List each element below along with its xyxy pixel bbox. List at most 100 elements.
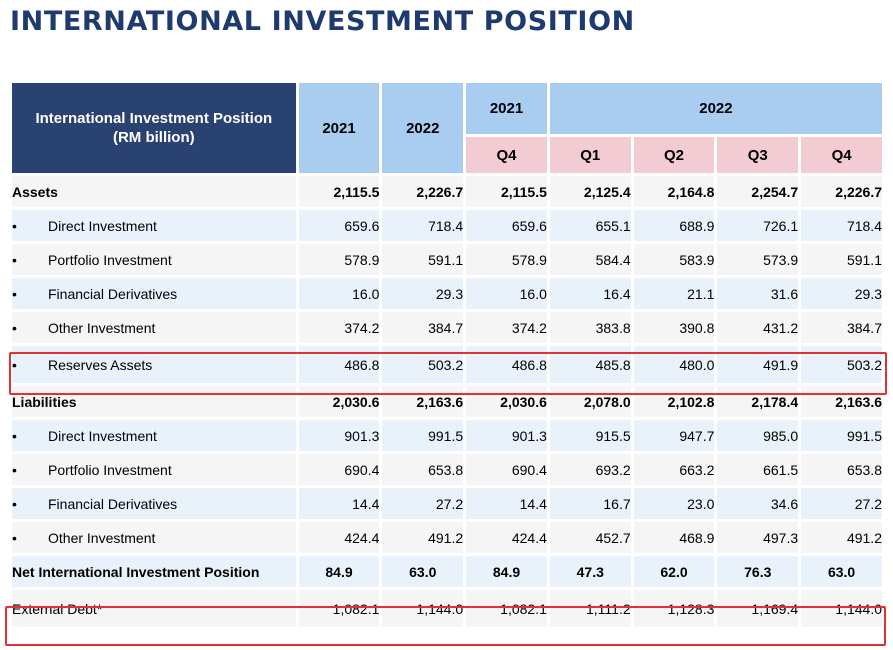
row-label: • Direct Investment bbox=[12, 420, 296, 451]
value-cell: 2,178.4 bbox=[717, 386, 799, 417]
table-row-other-investment: • Other Investment 374.2 384.7 374.2 383.8 390… bbox=[12, 312, 882, 343]
value-cell: 27.2 bbox=[382, 488, 464, 519]
value-cell: 2,115.5 bbox=[298, 176, 380, 207]
value-cell: 27.2 bbox=[801, 488, 882, 519]
row-label-text: Portfolio Investment bbox=[48, 251, 172, 268]
value-cell: 14.4 bbox=[466, 488, 547, 519]
bullet-icon: • bbox=[12, 461, 17, 478]
value-cell: 16.7 bbox=[549, 488, 631, 519]
value-cell: 901.3 bbox=[298, 420, 380, 451]
value-cell: 2,125.4 bbox=[549, 176, 631, 207]
value-cell: 653.8 bbox=[382, 454, 464, 485]
row-label: • Portfolio Investment bbox=[12, 244, 296, 275]
row-label-text: Assets bbox=[12, 183, 58, 200]
value-cell: 915.5 bbox=[549, 420, 631, 451]
row-label: • Portfolio Investment bbox=[12, 454, 296, 485]
value-cell: 2,163.6 bbox=[801, 386, 882, 417]
table-row-external-debt: External Debt* 1,082.1 1,144.0 1,082.1 1,111… bbox=[12, 590, 882, 627]
bullet-icon: • bbox=[12, 217, 17, 234]
row-label-text: Liabilities bbox=[12, 393, 77, 410]
value-cell: 486.8 bbox=[466, 346, 547, 383]
table-row-assets: Assets 2,115.5 2,226.7 2,115.5 2,125.4 2,164.… bbox=[12, 176, 882, 207]
value-cell: 947.7 bbox=[633, 420, 715, 451]
value-cell: 584.4 bbox=[549, 244, 631, 275]
header-label-line1: International Investment Position bbox=[35, 110, 273, 127]
table-row-direct-investment: • Direct Investment 659.6 718.4 659.6 655.1 68… bbox=[12, 210, 882, 241]
value-cell: 503.2 bbox=[801, 346, 882, 383]
value-cell: 1,144.0 bbox=[801, 590, 882, 627]
value-cell: 688.9 bbox=[633, 210, 715, 241]
value-cell: 21.1 bbox=[633, 278, 715, 309]
value-cell: 390.8 bbox=[633, 312, 715, 343]
header-q3-2022: Q3 bbox=[717, 137, 799, 173]
value-cell: 2,078.0 bbox=[549, 386, 631, 417]
value-cell: 693.2 bbox=[549, 454, 631, 485]
table-row-portfolio-investment: • Portfolio Investment 690.4 653.8 690.4 693.… bbox=[12, 454, 882, 485]
value-cell: 1,128.3 bbox=[633, 590, 715, 627]
value-cell: 718.4 bbox=[801, 210, 882, 241]
value-cell: 374.2 bbox=[466, 312, 547, 343]
value-cell: 491.2 bbox=[801, 522, 882, 553]
row-label: Assets bbox=[12, 176, 296, 207]
value-cell: 661.5 bbox=[717, 454, 799, 485]
table-row-other-investment: • Other Investment 424.4 491.2 424.4 452.7 468… bbox=[12, 522, 882, 553]
value-cell: 384.7 bbox=[801, 312, 882, 343]
bullet-icon: • bbox=[12, 356, 17, 373]
value-cell: 653.8 bbox=[801, 454, 882, 485]
value-cell: 2,164.8 bbox=[633, 176, 715, 207]
table-row-financial-derivatives: • Financial Derivatives 14.4 27.2 14.4 16.7 23… bbox=[12, 488, 882, 519]
table-row-financial-derivatives: • Financial Derivatives 16.0 29.3 16.0 16.4 21… bbox=[12, 278, 882, 309]
row-label-text: Financial Derivatives bbox=[48, 285, 178, 302]
value-cell: 14.4 bbox=[298, 488, 380, 519]
value-cell: 503.2 bbox=[382, 346, 464, 383]
row-label-text: Other Investment bbox=[48, 319, 156, 336]
row-label-text: Portfolio Investment bbox=[48, 461, 172, 478]
row-label: • Other Investment bbox=[12, 522, 296, 553]
value-cell: 1,082.1 bbox=[466, 590, 547, 627]
header-col-2021: 2021 bbox=[298, 83, 380, 173]
value-cell: 34.6 bbox=[717, 488, 799, 519]
value-cell: 1,111.2 bbox=[549, 590, 631, 627]
header-q2-2022: Q2 bbox=[633, 137, 715, 173]
value-cell: 2,115.5 bbox=[466, 176, 547, 207]
header-group-2022: 2022 bbox=[549, 83, 882, 134]
bullet-icon: • bbox=[12, 427, 17, 444]
bullet-icon: • bbox=[12, 285, 17, 302]
header-col-2022: 2022 bbox=[382, 83, 464, 173]
value-cell: 578.9 bbox=[466, 244, 547, 275]
table-row-direct-investment: • Direct Investment 901.3 991.5 901.3 915.5 94… bbox=[12, 420, 882, 451]
value-cell: 63.0 bbox=[801, 556, 882, 587]
row-label: Net International Investment Position bbox=[12, 556, 296, 587]
value-cell: 2,030.6 bbox=[466, 386, 547, 417]
value-cell: 84.9 bbox=[466, 556, 547, 587]
value-cell: 583.9 bbox=[633, 244, 715, 275]
value-cell: 1,169.4 bbox=[717, 590, 799, 627]
iip-table: International Investment Position (RM bi… bbox=[9, 80, 885, 630]
value-cell: 431.2 bbox=[717, 312, 799, 343]
value-cell: 452.7 bbox=[549, 522, 631, 553]
value-cell: 726.1 bbox=[717, 210, 799, 241]
value-cell: 491.9 bbox=[717, 346, 799, 383]
value-cell: 486.8 bbox=[298, 346, 380, 383]
value-cell: 2,102.8 bbox=[633, 386, 715, 417]
header-q4-2022: Q4 bbox=[801, 137, 882, 173]
value-cell: 62.0 bbox=[633, 556, 715, 587]
value-cell: 84.9 bbox=[298, 556, 380, 587]
row-label-text: Reserves Assets bbox=[48, 356, 153, 373]
table-row-reserves-assets: • Reserves Assets 486.8 503.2 486.8 485.8 480.… bbox=[12, 346, 882, 383]
value-cell: 901.3 bbox=[466, 420, 547, 451]
value-cell: 2,226.7 bbox=[801, 176, 882, 207]
bullet-icon: • bbox=[12, 495, 17, 512]
table-row-liabilities: Liabilities 2,030.6 2,163.6 2,030.6 2,078.0 2… bbox=[12, 386, 882, 417]
value-cell: 573.9 bbox=[717, 244, 799, 275]
row-label-text: External Debt* bbox=[12, 600, 103, 617]
row-label-text: Direct Investment bbox=[48, 427, 157, 444]
value-cell: 991.5 bbox=[801, 420, 882, 451]
value-cell: 1,144.0 bbox=[382, 590, 464, 627]
row-label: • Financial Derivatives bbox=[12, 278, 296, 309]
value-cell: 985.0 bbox=[717, 420, 799, 451]
value-cell: 63.0 bbox=[382, 556, 464, 587]
header-q1-2022: Q1 bbox=[549, 137, 631, 173]
page-title: INTERNATIONAL INVESTMENT POSITION bbox=[10, 6, 635, 37]
row-label-text: Net International Investment Position bbox=[12, 563, 260, 580]
